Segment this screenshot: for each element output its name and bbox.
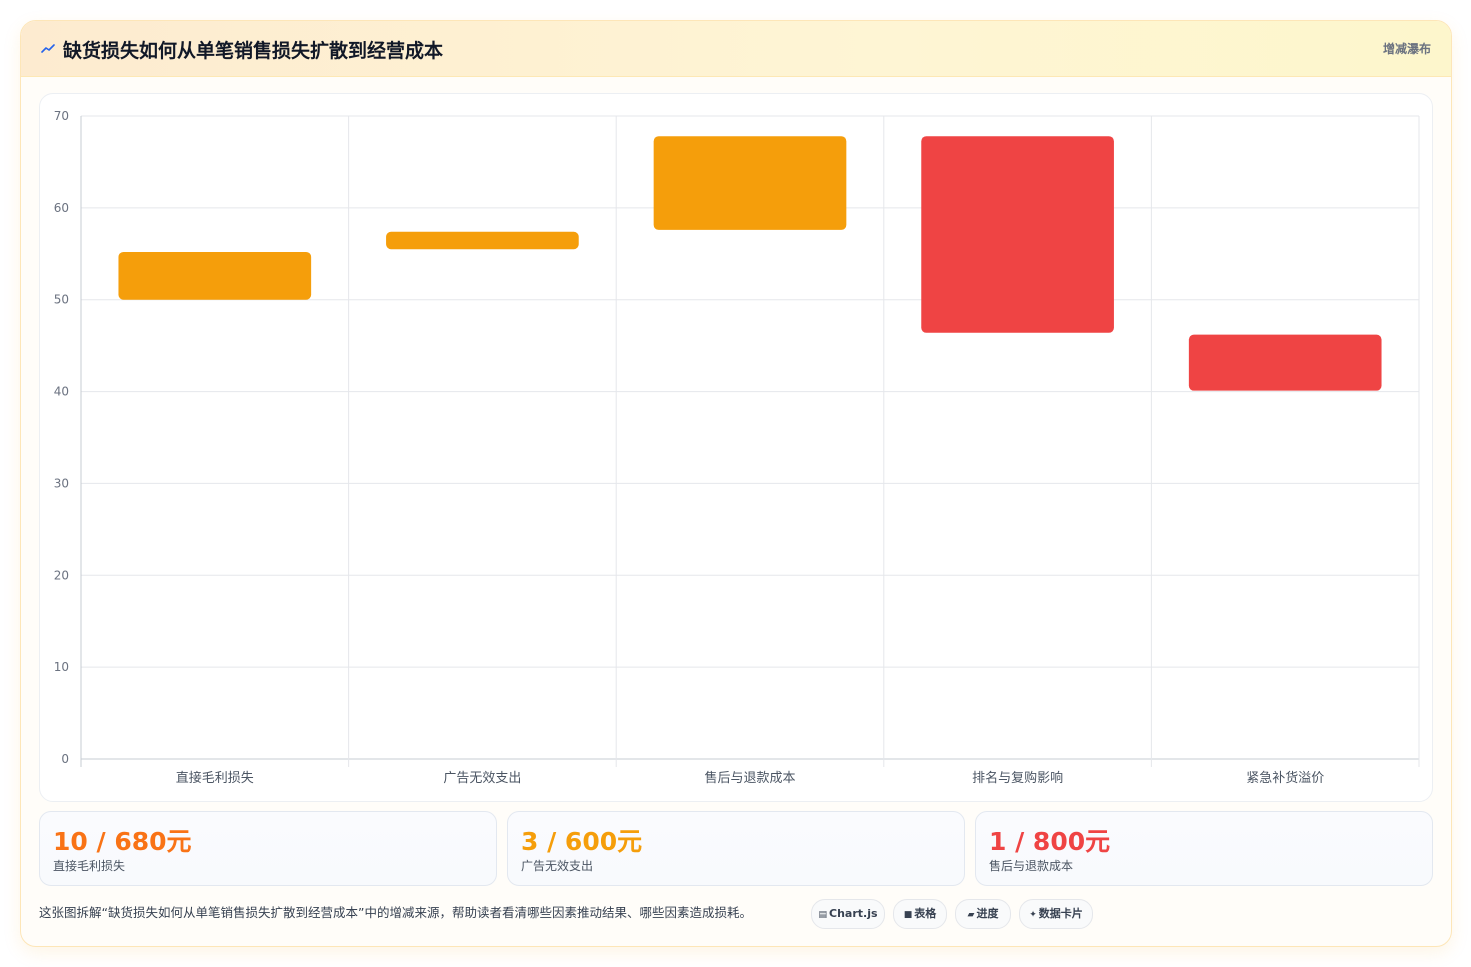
chip-table[interactable]: ■ 表格 [893,899,947,929]
stat-card-refund-cost: 1 / 800元 售后与退款成本 [975,811,1433,886]
y-tick-label: 0 [61,752,69,766]
stat-label: 广告无效支出 [521,859,594,873]
x-tick-label: 紧急补货溢价 [1246,770,1324,786]
waterfall-bar [653,136,847,230]
stat-value: 10 / 680元 [53,827,192,856]
stat-value: 3 / 600元 [521,827,643,856]
sparkle-icon: ✦ [1029,910,1037,920]
y-tick-label: 20 [54,568,69,582]
table-icon: ■ [903,910,913,920]
y-tick-label: 50 [54,293,69,307]
x-tick-label: 广告无效支出 [443,771,521,786]
y-tick-label: 10 [54,660,69,674]
card-header: 缺货损失如何从单笔销售损失扩散到经营成本 增减瀑布 [21,21,1451,77]
y-tick-label: 40 [54,385,69,399]
x-tick-label: 直接毛利损失 [176,770,254,786]
chart-icon: ▤ [818,910,827,920]
chip-label: 表格 [914,907,937,920]
stat-value: 1 / 800元 [989,827,1111,856]
stat-card-ad-spend: 3 / 600元 广告无效支出 [507,811,965,886]
chip-data-card[interactable]: ✦ 数据卡片 [1019,899,1093,929]
stat-label: 售后与退款成本 [989,859,1074,873]
waterfall-bar [386,231,579,250]
waterfall-bar [921,136,1114,333]
waterfall-chart: 0 10 20 30 40 50 60 70 直接毛利损失 广告无效支出 售后与退款成本 排名与复购影… [54,109,1420,786]
chart-description: 这张图拆解“缺货损失如何从单笔销售损失扩散到经营成本”中的增减来源，帮助读者看清… [39,905,752,920]
y-tick-label: 30 [54,476,69,490]
chip-label: Chart.js [829,907,878,920]
chip-progress[interactable]: ▰ 进度 [955,899,1011,929]
progress-icon: ▰ [967,910,975,920]
chart-title: 缺货损失如何从单笔销售损失扩散到经营成本 [63,40,444,62]
chart-card: 缺货损失如何从单笔销售损失扩散到经营成本 增减瀑布 0 10 20 30 40 50 60 7… [20,20,1452,947]
y-tick-label: 70 [54,109,69,123]
y-tick-label: 60 [54,201,69,215]
x-tick-label: 排名与复购影响 [972,770,1063,786]
chart-area: 0 10 20 30 40 50 60 70 直接毛利损失 广告无效支出 售后与退款成本 排名与复购影… [39,93,1433,802]
chip-label: 进度 [976,907,999,920]
trend-icon [41,44,55,53]
chart-type-tag: 增减瀑布 [1382,42,1431,56]
waterfall-bar [1188,334,1382,391]
waterfall-bar [118,251,312,300]
x-tick-label: 售后与退款成本 [704,770,795,786]
stat-label: 直接毛利损失 [53,859,126,873]
chip-label: 数据卡片 [1038,907,1083,920]
stat-card-gross-loss: 10 / 680元 直接毛利损失 [39,811,497,886]
chip-chartjs[interactable]: ▤ Chart.js [811,899,885,929]
